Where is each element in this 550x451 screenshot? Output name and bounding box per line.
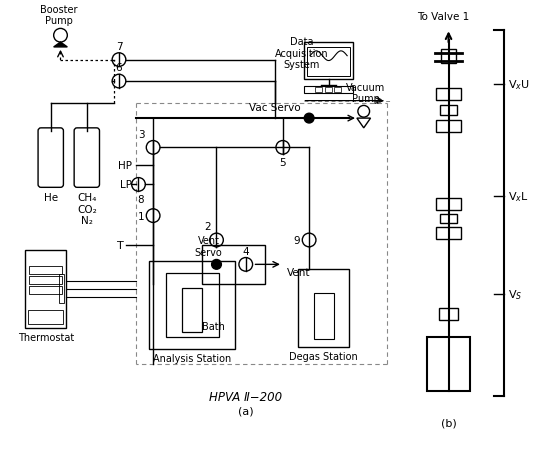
Text: 2: 2 xyxy=(205,222,211,232)
Bar xyxy=(304,43,353,80)
Text: Vacuum
Pump: Vacuum Pump xyxy=(346,83,386,104)
Bar xyxy=(441,50,456,64)
Bar xyxy=(315,87,322,92)
Text: 8: 8 xyxy=(137,195,144,205)
Text: (b): (b) xyxy=(441,417,456,428)
Text: Bath: Bath xyxy=(202,321,225,331)
Text: 1: 1 xyxy=(138,211,144,221)
Text: 5: 5 xyxy=(279,158,286,168)
Text: Vent
Servo: Vent Servo xyxy=(195,235,223,257)
Text: T: T xyxy=(117,240,124,250)
Text: Analysis Station: Analysis Station xyxy=(153,353,231,363)
Bar xyxy=(58,275,64,304)
Bar xyxy=(436,121,461,133)
Bar xyxy=(166,273,219,337)
Bar xyxy=(29,286,63,294)
Bar xyxy=(202,245,265,284)
Text: Thermostat: Thermostat xyxy=(18,332,74,342)
Bar xyxy=(304,87,353,93)
Bar xyxy=(436,198,461,210)
Bar xyxy=(314,293,333,340)
Text: V$_{S}$: V$_{S}$ xyxy=(508,287,522,301)
Text: Vac Servo: Vac Servo xyxy=(249,103,301,113)
Bar xyxy=(183,288,202,332)
Circle shape xyxy=(304,114,314,124)
Text: 3: 3 xyxy=(138,129,144,139)
Text: Vent: Vent xyxy=(287,267,310,277)
Text: He: He xyxy=(43,193,58,203)
Bar xyxy=(307,48,350,77)
Bar xyxy=(436,89,461,101)
Bar xyxy=(299,270,349,347)
Circle shape xyxy=(212,260,221,270)
Bar xyxy=(149,262,235,350)
Text: Booster
Pump: Booster Pump xyxy=(40,5,78,27)
Polygon shape xyxy=(54,43,67,48)
Text: 7: 7 xyxy=(116,42,122,52)
Bar xyxy=(440,214,458,224)
Text: HPVA Ⅱ−200: HPVA Ⅱ−200 xyxy=(209,391,282,404)
Text: LP: LP xyxy=(120,180,131,190)
Text: 6: 6 xyxy=(116,63,122,73)
Text: To Valve 1: To Valve 1 xyxy=(417,12,470,22)
Bar xyxy=(29,267,63,275)
Bar xyxy=(29,276,63,284)
Text: V$_{x}$U: V$_{x}$U xyxy=(508,78,530,92)
Bar xyxy=(324,87,332,92)
Bar xyxy=(439,308,458,320)
Bar xyxy=(427,338,470,391)
Bar xyxy=(334,87,342,92)
Bar xyxy=(440,106,458,116)
Text: Degas Station: Degas Station xyxy=(289,351,358,361)
Text: Data
Acquisition
System: Data Acquisition System xyxy=(274,37,328,70)
Text: 4: 4 xyxy=(243,246,249,256)
Bar xyxy=(25,250,67,328)
Polygon shape xyxy=(357,119,371,129)
Text: V$_{x}$L: V$_{x}$L xyxy=(508,190,529,203)
Bar xyxy=(28,310,63,324)
Text: 9: 9 xyxy=(294,235,300,245)
Text: CH₄
CO₂
N₂: CH₄ CO₂ N₂ xyxy=(77,193,97,226)
Text: HP: HP xyxy=(118,161,131,170)
Bar xyxy=(436,228,461,239)
Text: (a): (a) xyxy=(238,406,254,416)
